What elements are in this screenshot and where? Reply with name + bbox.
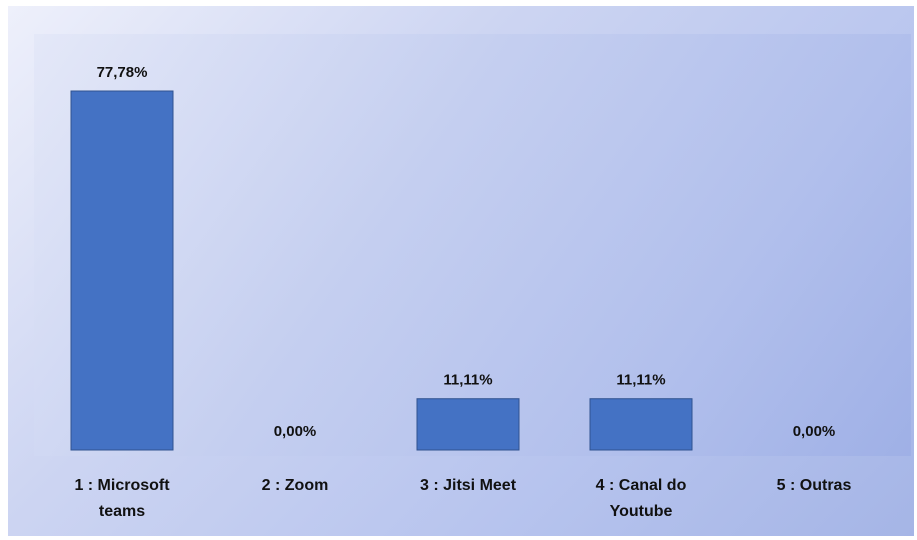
bar-4 xyxy=(589,398,693,451)
data-label-3: 11,11% xyxy=(443,372,492,389)
data-label-4: 11,11% xyxy=(616,372,665,389)
tick-label-1: 1 : Microsoft teams xyxy=(74,477,170,520)
tick-label-2: 2 : Zoom xyxy=(262,477,329,494)
data-label-2: 0,00% xyxy=(274,423,317,440)
tick-label-4: 4 : Canal do Youtube xyxy=(596,477,687,520)
bar-1 xyxy=(70,90,174,451)
tick-label-5: 5 : Outras xyxy=(777,477,852,494)
plot-area xyxy=(34,34,911,456)
data-label-1: 77,78% xyxy=(97,64,148,81)
data-label-5: 0,00% xyxy=(793,423,836,440)
tick-label-3: 3 : Jitsi Meet xyxy=(420,477,517,494)
bar-3 xyxy=(416,398,520,451)
